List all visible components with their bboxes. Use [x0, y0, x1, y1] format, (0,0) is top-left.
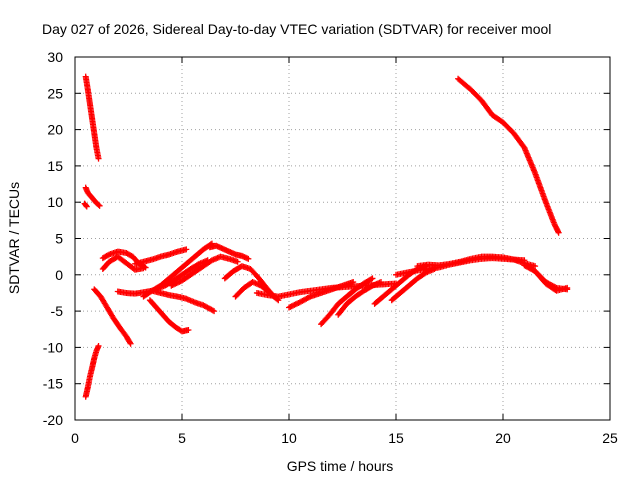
- data-point: [209, 307, 216, 314]
- y-tick-label: -5: [51, 303, 64, 319]
- series-track-27: [455, 75, 562, 236]
- data-point: [83, 203, 90, 210]
- series-track-13: [168, 253, 241, 289]
- series-track-09: [131, 246, 190, 267]
- series-track-03: [81, 200, 90, 210]
- series-track-05: [91, 286, 134, 347]
- y-tick-label: 20: [47, 122, 63, 138]
- y-tick-label: 0: [55, 267, 63, 283]
- data-point: [95, 155, 102, 162]
- data-point: [183, 246, 190, 253]
- x-tick-label: 25: [602, 430, 618, 446]
- series-track-01: [82, 73, 102, 162]
- series-track-18: [286, 279, 357, 311]
- data-point: [140, 265, 147, 272]
- data-point: [127, 340, 134, 347]
- data-point: [555, 229, 562, 236]
- x-axis-label: GPS time / hours: [287, 458, 394, 474]
- grid-lines: [75, 57, 610, 420]
- y-tick-label: 5: [55, 231, 63, 247]
- data-point: [369, 275, 376, 282]
- axis-ticks: 0 5 10 15 20 25 -20 -15 -10 -5 0 5 10 15 20 25 30: [43, 49, 618, 446]
- y-tick-label: 10: [47, 194, 63, 210]
- y-tick-label: 15: [47, 158, 63, 174]
- x-tick-label: 20: [495, 430, 511, 446]
- chart-title: Day 027 of 2026, Sidereal Day-to-day VTE…: [42, 21, 551, 37]
- y-tick-label: 30: [47, 49, 63, 65]
- data-point: [532, 263, 539, 270]
- x-tick-label: 15: [388, 430, 404, 446]
- series-track-02: [82, 184, 103, 209]
- x-tick-label: 0: [71, 430, 79, 446]
- data-series: [81, 73, 571, 400]
- x-tick-label: 5: [178, 430, 186, 446]
- series-track-19: [318, 275, 376, 328]
- x-tick-label: 10: [281, 430, 297, 446]
- data-point: [83, 202, 90, 209]
- series-track-07: [99, 253, 147, 273]
- series-track-24: [414, 253, 539, 270]
- series-track-26: [532, 268, 571, 294]
- data-point: [95, 342, 102, 349]
- data-point: [245, 255, 252, 262]
- y-tick-label: -10: [43, 339, 63, 355]
- series-track-14: [206, 242, 252, 262]
- data-point: [306, 294, 313, 301]
- y-tick-label: -20: [43, 412, 63, 428]
- data-point: [95, 201, 102, 208]
- y-tick-label: 25: [47, 85, 63, 101]
- series-track-04: [82, 342, 102, 400]
- data-point: [234, 258, 241, 265]
- data-point: [350, 279, 357, 286]
- data-point: [378, 279, 385, 286]
- data-point: [211, 308, 218, 315]
- data-point: [126, 339, 133, 346]
- data-point: [185, 326, 192, 333]
- series-track-20: [335, 279, 385, 318]
- y-tick-label: -15: [43, 376, 63, 392]
- data-point: [96, 202, 103, 209]
- y-axis-label: SDTVAR / TECUs: [6, 182, 22, 294]
- data-point: [368, 276, 375, 283]
- series-track-10: [146, 297, 192, 335]
- data-point: [564, 284, 571, 291]
- data-point: [104, 252, 111, 259]
